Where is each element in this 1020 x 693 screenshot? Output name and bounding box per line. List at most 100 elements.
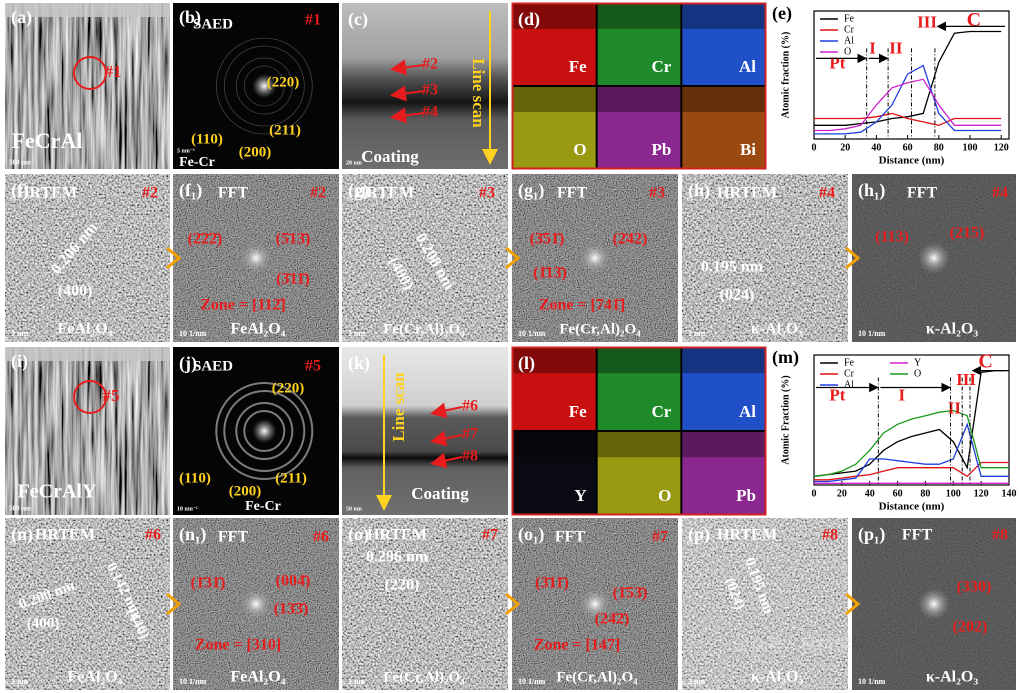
- element-label: Y: [574, 486, 586, 505]
- y-axis-label: Atomic fraction (%): [780, 32, 791, 119]
- region-label: Pt: [829, 386, 845, 405]
- panel-text: #7: [462, 426, 478, 443]
- panel-text: (110): [179, 470, 211, 486]
- panel-text: Fe(Cr,Al)₂O₄: [556, 669, 638, 685]
- hrtem: [5, 174, 170, 342]
- panel-text: FFT: [555, 529, 586, 546]
- panel-text: #4: [819, 185, 835, 202]
- eds-map: [597, 348, 681, 430]
- panel-text: (200): [239, 144, 272, 160]
- legend-label: Al: [844, 35, 854, 46]
- panel-text: 10 1/nm: [518, 677, 546, 686]
- ring: [243, 65, 285, 107]
- ring: [223, 45, 305, 127]
- panel-text: (3̄11̄): [276, 271, 310, 288]
- panel: (o₁) FFT #7 (3̄11̄) (1̄53̄) (24̄2̄) Zone = [14…: [505, 518, 678, 690]
- element-label: Bi: [740, 140, 756, 159]
- panel-text: #6: [145, 527, 161, 544]
- panel-text: (200): [229, 483, 262, 499]
- panel: (o)HRTEM #7 0.296 nm (220) Fe(Cr,Al)₂O₄ 1 nm: [342, 518, 508, 690]
- panel-text: #6: [313, 529, 329, 546]
- panel-text: 500 nm: [9, 505, 31, 513]
- x-tick-label: 100: [946, 488, 961, 499]
- panel: Fe Cr Al O Pb Bi (d): [511, 2, 767, 170]
- marker-circle: [73, 380, 107, 414]
- panel: (g₁) FFT #3 (3̄51̄) (2̄42) (1̄13̄) Zone = [741…: [505, 174, 678, 342]
- panel-text: 1 nm: [11, 329, 28, 338]
- pointer: [390, 107, 425, 124]
- panel-text: #8: [992, 527, 1008, 544]
- ring: [243, 410, 286, 452]
- panel-text: HRTEM: [17, 185, 77, 202]
- plot-frame: [813, 354, 1010, 486]
- x-tick-label: 20: [837, 488, 847, 499]
- x-tick-label: 120: [974, 488, 989, 499]
- eds-shade: [513, 87, 596, 112]
- hrtem: [682, 174, 848, 342]
- panel-text: 50 nm: [346, 506, 362, 512]
- panel-label: (m): [772, 347, 799, 368]
- series-line: [814, 461, 1009, 481]
- panel-text: 5 nm⁻¹: [177, 148, 195, 154]
- fft-center: [240, 242, 272, 274]
- panel-label: (g₁): [518, 180, 544, 201]
- panel-text: HRTEM: [717, 527, 777, 544]
- hrtem: [682, 518, 848, 690]
- eds-map: [682, 432, 765, 514]
- ring: [223, 390, 306, 472]
- region-label: II: [889, 38, 903, 57]
- series-line: [813, 369, 1009, 477]
- legend-label: O: [844, 46, 851, 57]
- pointer: [430, 452, 463, 469]
- panel-text: #2: [142, 185, 158, 202]
- panel-text: (113): [875, 229, 909, 246]
- panel-label: (j): [179, 353, 197, 374]
- region-label: I: [869, 38, 876, 57]
- panel-text: 10 1/nm: [179, 329, 207, 338]
- panel-text: (330): [957, 579, 992, 596]
- eds-shade: [597, 432, 681, 458]
- panel-label: (o): [348, 524, 369, 545]
- panel: (i) #5 FeCrAlY 500 nm: [5, 347, 170, 515]
- panel-text: 10 nm⁻¹: [177, 506, 198, 512]
- panel-text: (5̄13̄): [276, 231, 311, 248]
- region-label: III: [917, 13, 937, 32]
- panel-text: #3: [479, 185, 495, 202]
- micrograph: [5, 347, 170, 515]
- eds-shade: [682, 432, 765, 458]
- panel-text: SAED: [193, 16, 233, 32]
- fft-center: [579, 588, 611, 620]
- panel-text: Fe-Cr: [245, 499, 281, 514]
- panel-text: #2: [422, 56, 438, 73]
- panel-text: SAED: [193, 358, 233, 374]
- fft-center: [918, 242, 950, 274]
- panel-text: (004̄): [276, 573, 311, 590]
- panel-text: Zone = [112̄]: [200, 297, 286, 314]
- transition-arrow: [166, 246, 182, 270]
- fft-center: [579, 242, 611, 274]
- region-label: Pt: [829, 54, 845, 73]
- panel-label: (n): [11, 524, 33, 545]
- element-label: Fe: [569, 402, 587, 421]
- panel-label: (d): [518, 9, 540, 30]
- pointer: [430, 430, 463, 447]
- fft-center: [918, 588, 950, 620]
- ring: [235, 402, 294, 460]
- panel-text: (211): [269, 122, 301, 138]
- panel-text: FeAl₂O₄: [231, 321, 286, 338]
- pt-layer: [5, 3, 170, 17]
- region-label: II: [948, 399, 962, 418]
- panel-text: (1̄53̄): [613, 585, 648, 602]
- chart: 0 20 40 60 80 100 120 140 Distance (nm) Atomic Fr…: [770, 347, 1017, 515]
- x-axis-label: Distance (nm): [879, 501, 945, 513]
- panel-text: #2: [310, 185, 326, 202]
- series-line: [814, 422, 1009, 483]
- panel-label: (b): [179, 7, 201, 28]
- panel-label: (p): [688, 524, 710, 545]
- series-line: [814, 64, 1002, 135]
- panel-text: (220): [385, 577, 420, 594]
- panel-text: HRTEM: [367, 527, 427, 544]
- panel-text: (220): [272, 380, 305, 396]
